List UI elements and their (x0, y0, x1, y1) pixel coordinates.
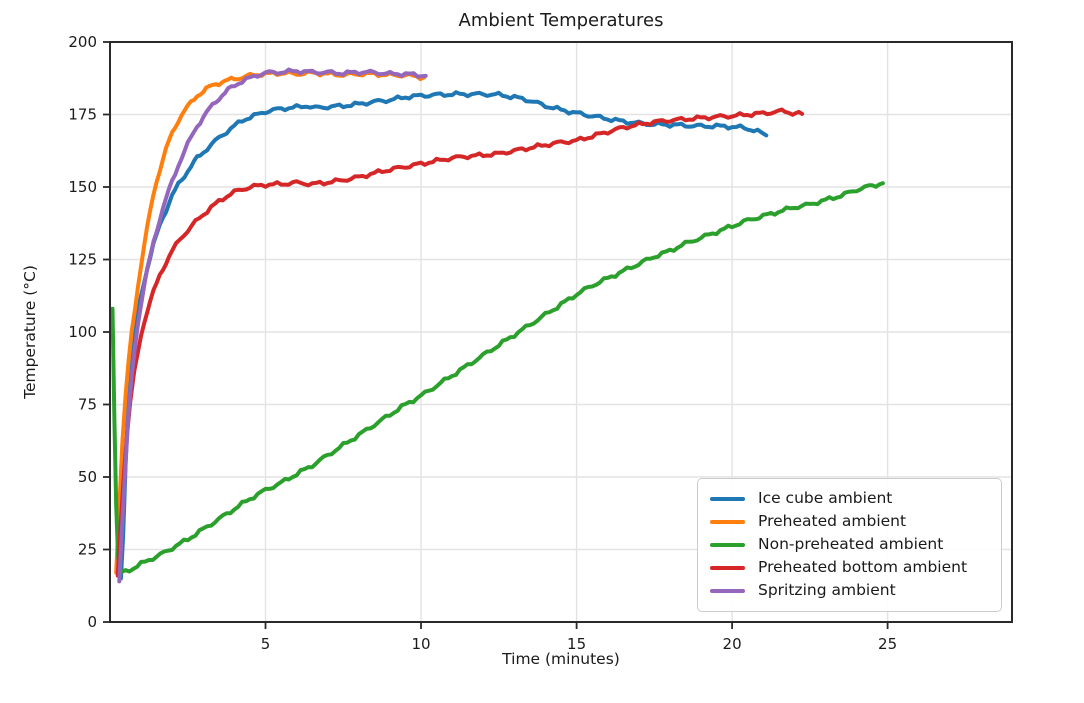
x-tick-label: 15 (567, 635, 586, 653)
x-tick-label: 20 (723, 635, 742, 653)
legend-line-sample (710, 543, 745, 547)
y-tick-label: 175 (68, 106, 97, 124)
legend-entry: Preheated bottom ambient (710, 560, 989, 576)
x-axis-label: Time (minutes) (502, 650, 620, 668)
y-tick-label: 75 (78, 396, 97, 414)
legend-line-sample (710, 566, 745, 570)
y-tick-label: 150 (68, 178, 97, 196)
x-tick-label: 10 (411, 635, 430, 653)
y-tick-label: 0 (87, 613, 97, 631)
legend-entry: Preheated ambient (710, 514, 989, 530)
legend-label: Spritzing ambient (758, 581, 896, 600)
y-tick-label: 50 (78, 468, 97, 486)
series-line-preheated-ambient (114, 69, 427, 575)
y-axis-label: Temperature (°C) (21, 265, 39, 399)
legend: Ice cube ambient Preheated ambient Non-pre… (697, 478, 1002, 612)
tick-labels: 5 10 15 20 25 0 25 50 75 100 125 150 175 200 (68, 33, 897, 653)
x-tick-label: 5 (261, 635, 271, 653)
legend-entry: Ice cube ambient (710, 491, 989, 507)
series-line-ice-cube-ambient (118, 90, 769, 581)
series-line-non-preheated-ambient (110, 181, 885, 576)
x-tick-label: 25 (878, 635, 897, 653)
legend-line-sample (710, 520, 745, 524)
legend-line-sample (710, 497, 745, 501)
axis-ticks (103, 41, 889, 629)
legend-label: Preheated ambient (758, 512, 907, 531)
chart-title: Ambient Temperatures (458, 10, 664, 31)
series-line-spritzing-ambient (117, 67, 428, 584)
legend-entry: Spritzing ambient (710, 583, 989, 599)
legend-label: Ice cube ambient (758, 489, 893, 508)
legend-entry: Non-preheated ambient (710, 537, 989, 553)
series-line-preheated-bottom-ambient (115, 107, 805, 578)
y-tick-label: 100 (68, 323, 97, 341)
legend-label: Preheated bottom ambient (758, 558, 968, 577)
y-tick-label: 200 (68, 33, 97, 51)
y-tick-label: 125 (68, 251, 97, 269)
legend-label: Non-preheated ambient (758, 535, 944, 554)
y-tick-label: 25 (78, 541, 97, 559)
legend-line-sample (710, 588, 745, 593)
